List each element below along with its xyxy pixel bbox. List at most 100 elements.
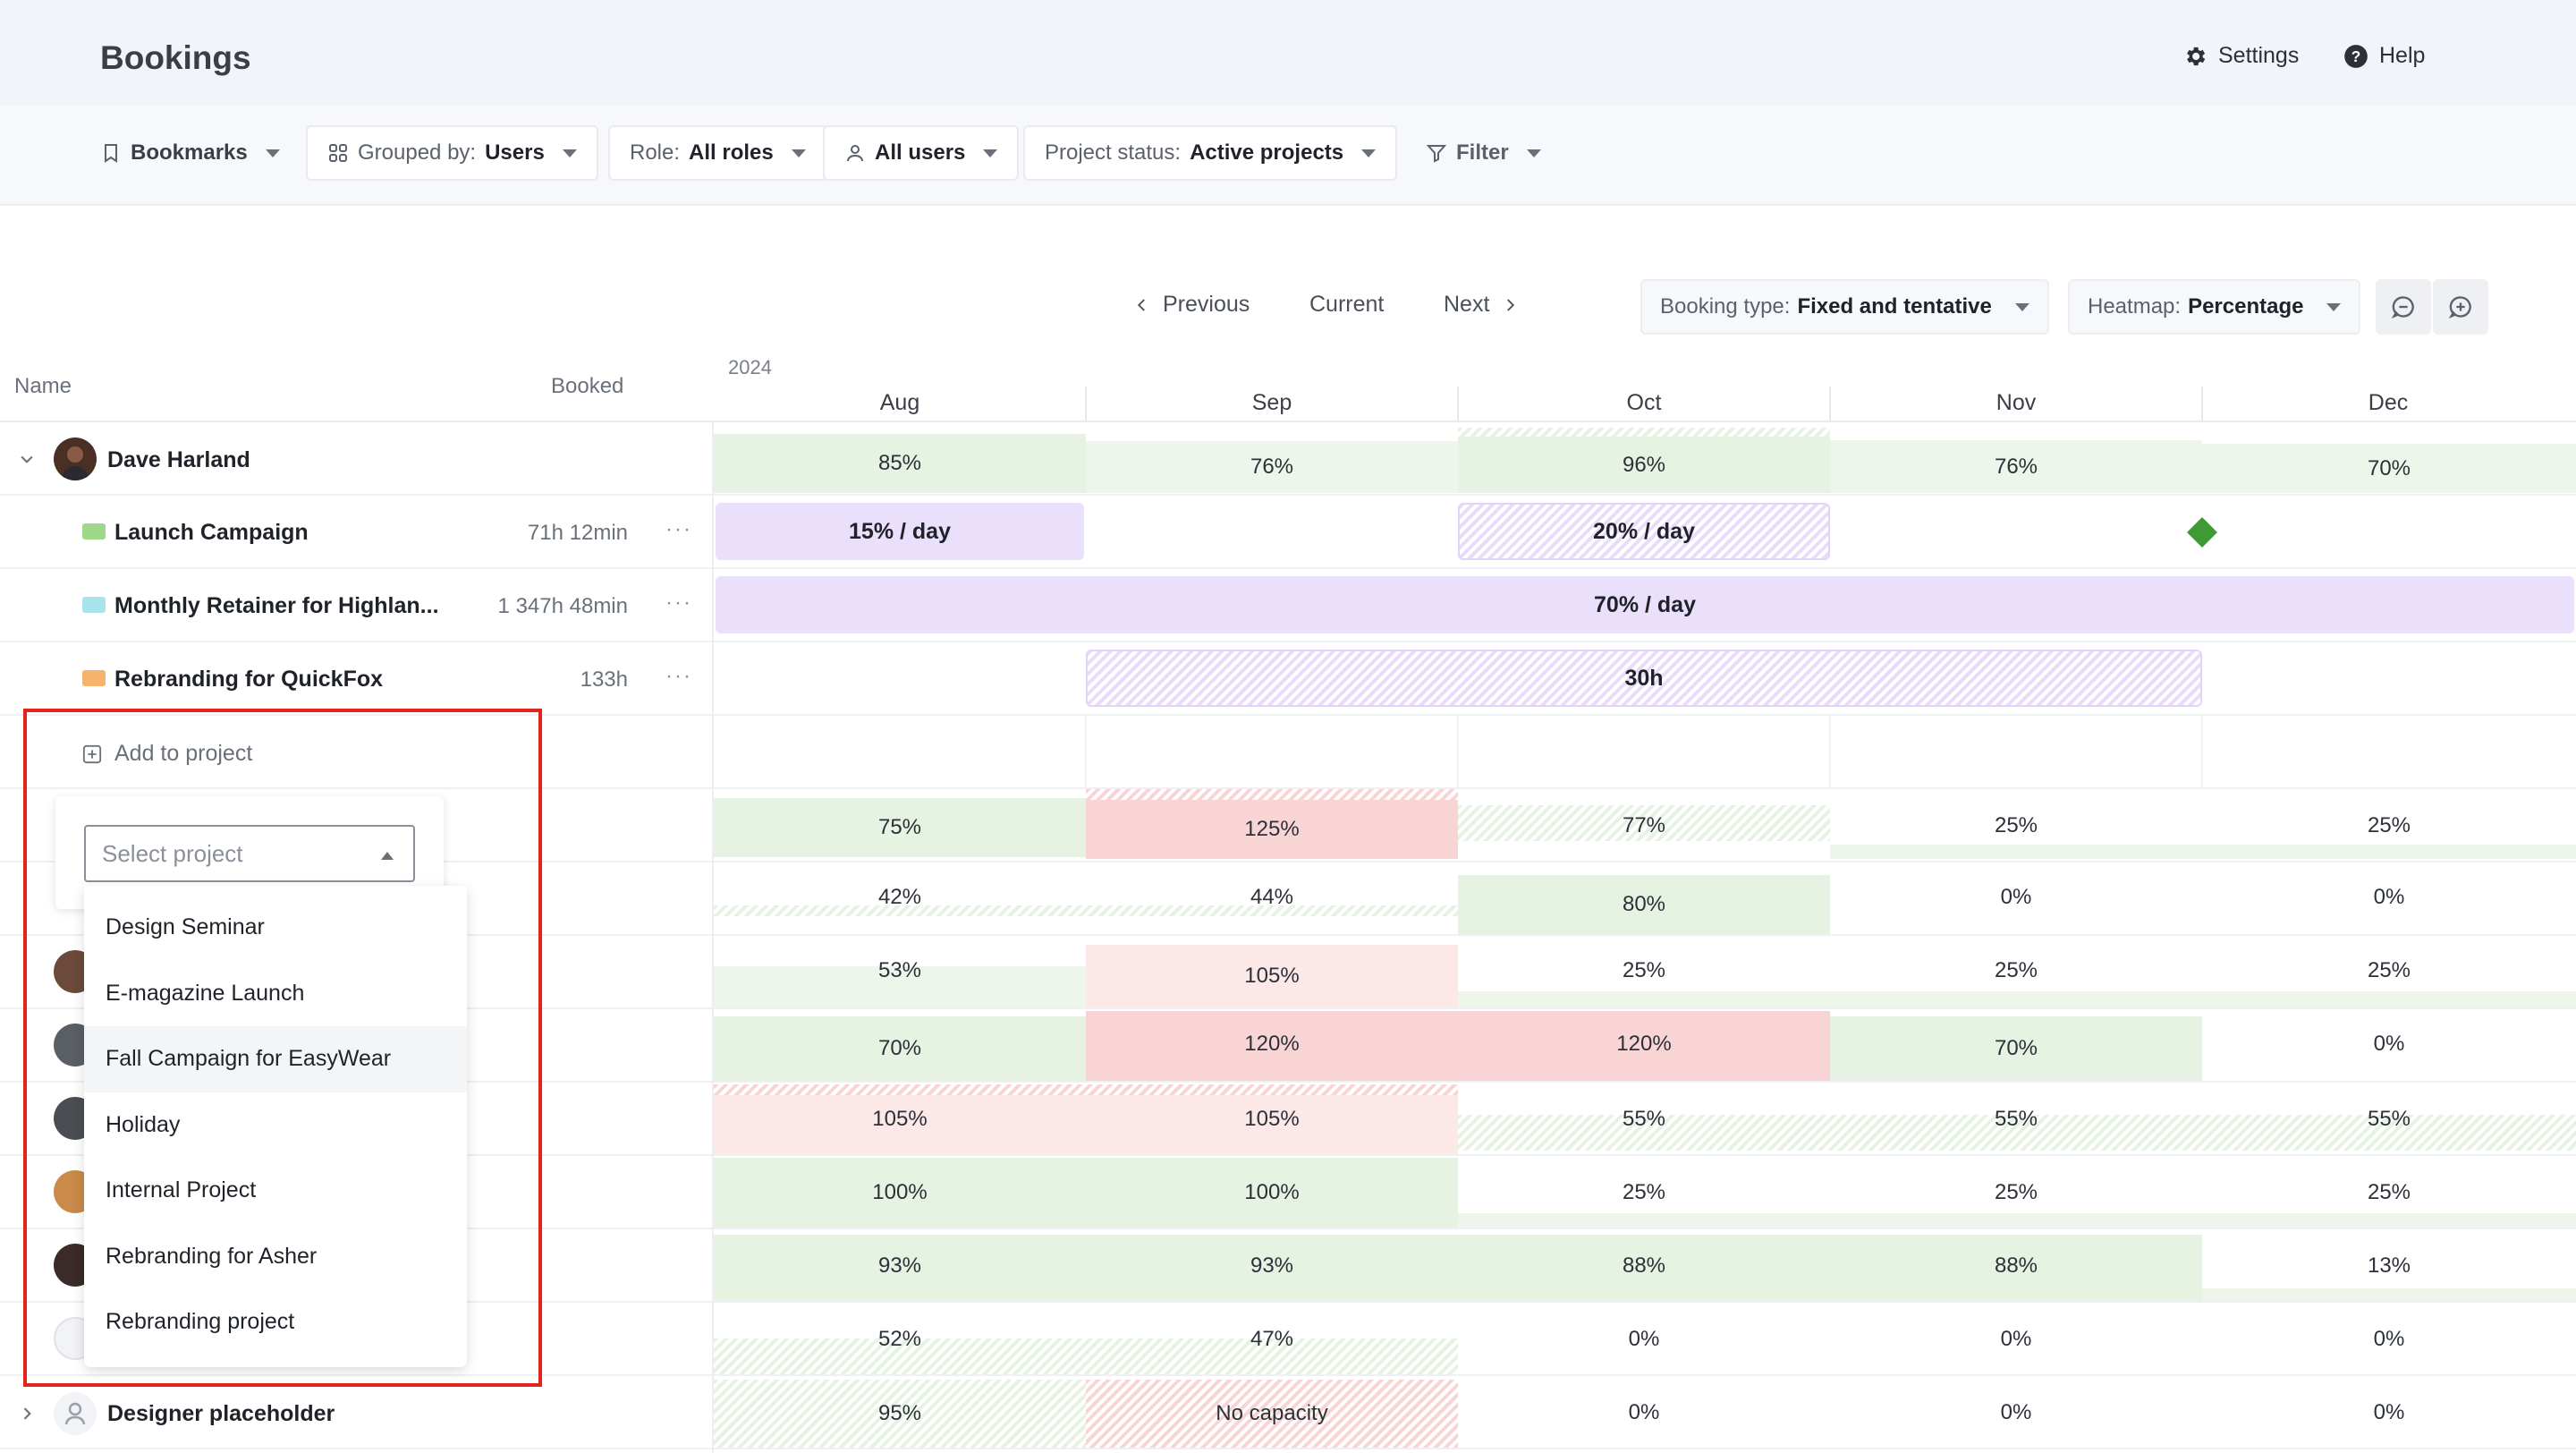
chevron-down-icon [562,149,577,157]
heatmap-value: Percentage [2188,294,2304,319]
row-divider [0,1154,2576,1156]
help-icon: ? [2344,44,2368,68]
select-project-input[interactable]: Select project [84,825,415,882]
heatmap-dropdown[interactable]: Heatmap: Percentage [2068,279,2361,335]
heatmap-cell: 105% [1086,945,1458,1007]
more-options-icon[interactable]: ··· [665,517,692,541]
capacity-strip [1458,1213,2576,1228]
project-status-prefix: Project status: [1045,140,1182,165]
heatmap-cell: 100% [872,1180,928,1204]
heatmap-cell: 93% [877,1253,922,1278]
month-header: Sep [1251,390,1292,415]
heatmap-cell: 13% [2367,1253,2411,1278]
month-header: Aug [879,390,920,415]
heatmap-cell: 55% [1622,1107,1666,1131]
chevron-down-icon [791,149,806,157]
chevron-down-icon [1361,149,1377,157]
role-dropdown[interactable]: Role: All roles [608,125,827,181]
overbooking-hatch [714,905,1458,916]
project-name[interactable]: Rebranding for QuickFox [114,667,384,692]
bookmarks-label: Bookmarks [131,140,248,165]
capacity-strip [714,966,1086,1007]
project-option[interactable]: Design Seminar [106,914,265,940]
heatmap-cell: 77% [1622,813,1666,837]
project-option[interactable]: Rebranding project [106,1309,295,1335]
more-options-icon[interactable]: ··· [665,664,692,688]
bookmarks-dropdown[interactable]: Bookmarks [80,125,300,181]
capacity-strip [1458,991,2576,1007]
users-dropdown[interactable]: All users [823,125,1020,181]
heatmap-cell: 80% [1458,875,1830,934]
chevron-right-icon [1507,298,1515,311]
name-column-header: Name [14,374,72,398]
bookmark-icon [105,144,117,163]
zoom-out-button[interactable] [2376,279,2431,335]
row-divider [0,714,2576,716]
chevron-down-icon[interactable] [18,450,36,468]
heatmap-cell: 47% [1250,1327,1294,1351]
milestone-icon[interactable] [2187,517,2217,548]
current-label: Current [1309,292,1385,317]
zoom-in-button[interactable] [2433,279,2488,335]
heatmap-cell: 120% [1244,1032,1300,1056]
heatmap-cell: 25% [1994,1180,2038,1204]
chevron-up-icon [381,852,394,860]
previous-button[interactable]: Previous [1134,292,1250,318]
row-divider [0,1228,2576,1229]
gear-icon [2187,47,2206,65]
tentative-booking-bar[interactable]: 30h [1086,650,2202,707]
month-divider [1085,387,1087,422]
zoom-in-icon [2448,296,2471,319]
placeholder-name[interactable]: Designer placeholder [107,1401,335,1426]
more-options-icon[interactable]: ··· [665,591,692,615]
chevron-down-icon [265,149,280,157]
project-status-dropdown[interactable]: Project status: Active projects [1023,125,1398,181]
next-label: Next [1444,292,1490,317]
help-link[interactable]: ? Help [2343,43,2425,69]
heatmap-cell: 125% [1086,800,1458,859]
booking-bar[interactable]: 15% / day [716,503,1084,560]
project-booked: 1 347h 48min [497,594,628,618]
project-name[interactable]: Launch Campaign [114,520,309,545]
placeholder-avatar [54,1392,97,1435]
current-button[interactable]: Current [1309,292,1384,318]
settings-link[interactable]: Settings [2182,43,2299,69]
booking-bar[interactable]: 70% / day [716,576,2574,633]
project-name[interactable]: Monthly Retainer for Highlan... [114,593,439,618]
svg-text:?: ? [2351,47,2361,64]
heatmap-cell: 120% [1616,1032,1672,1056]
row-divider [0,494,2576,496]
heatmap-cell: 95% [714,1380,1086,1448]
project-option[interactable]: Rebranding for Asher [106,1243,318,1269]
filter-dropdown[interactable]: Filter [1406,125,1561,181]
chevron-right-icon[interactable] [18,1405,36,1423]
project-option[interactable]: E-magazine Launch [106,980,305,1006]
next-button[interactable]: Next [1444,292,1518,318]
avatar [54,438,97,480]
settings-label: Settings [2218,43,2300,68]
heatmap-cell: 55% [1994,1107,2038,1131]
month-divider [1457,716,1459,787]
user-name[interactable]: Dave Harland [107,447,250,472]
add-to-project-button[interactable]: Add to project [82,741,252,767]
booked-column-header: Booked [551,374,624,398]
overbooking-hatch [1086,789,1458,800]
project-option[interactable]: Fall Campaign for EasyWear [84,1026,467,1092]
heatmap-cell: 105% [1244,1107,1300,1131]
heatmap-cell: 75% [714,798,1086,857]
tentative-booking-bar[interactable]: 20% / day [1458,503,1830,560]
overbooking-hatch [1458,1115,2576,1151]
heatmap-cell: 25% [1622,958,1666,982]
booking-type-value: Fixed and tentative [1797,294,1992,319]
heatmap-cell: 25% [2367,813,2411,837]
month-divider [1085,716,1087,787]
booking-type-dropdown[interactable]: Booking type: Fixed and tentative [1640,279,2049,335]
grouped-by-dropdown[interactable]: Grouped by: Users [306,125,598,181]
row-divider [0,861,2576,862]
heatmap-cell: 100% [1244,1180,1300,1204]
month-header: Oct [1626,390,1662,415]
project-option[interactable]: Internal Project [106,1177,257,1203]
project-option[interactable]: Holiday [106,1111,181,1137]
heatmap-cell: 88% [1994,1253,2038,1278]
heatmap-cell: 0% [2373,1400,2405,1424]
